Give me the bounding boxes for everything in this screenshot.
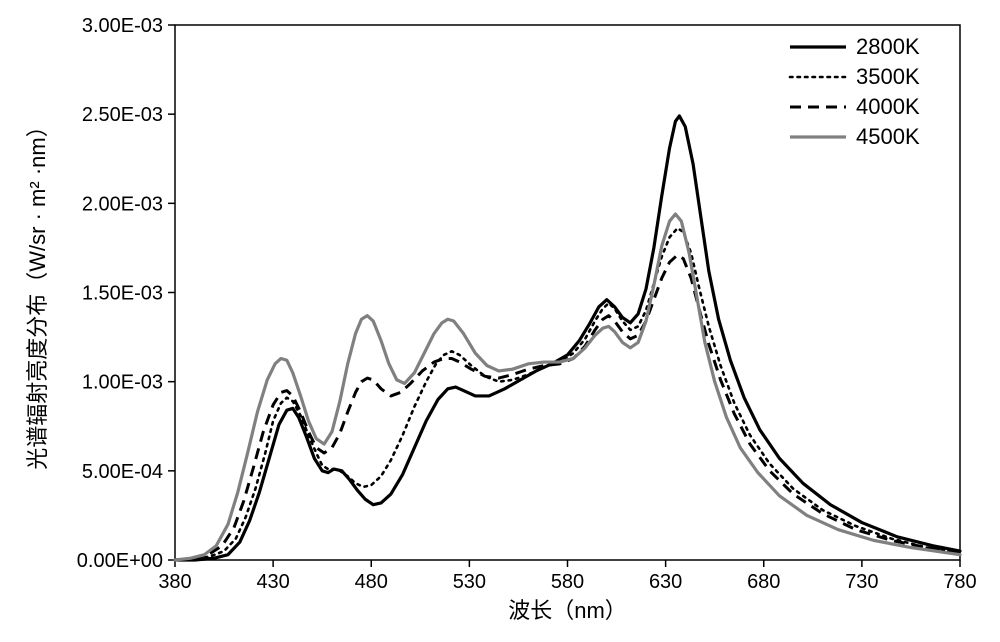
x-tick-label: 680 bbox=[747, 571, 780, 593]
spectral-radiance-chart: 380 430 480 530 580 630 680 730 780 0.00E+00 5.00E… bbox=[0, 0, 1000, 642]
x-tick-label: 430 bbox=[256, 571, 289, 593]
y-tick-label: 3.00E-03 bbox=[82, 15, 163, 37]
x-tick-label: 530 bbox=[453, 571, 486, 593]
x-tick-label: 380 bbox=[158, 571, 191, 593]
x-tick-label: 780 bbox=[943, 571, 976, 593]
y-axis-label: 光谱辐射亮度分布（W/sr · m² ·nm） bbox=[25, 115, 50, 469]
y-tick-label: 1.00E-03 bbox=[82, 372, 163, 394]
x-tick-label: 730 bbox=[845, 571, 878, 593]
legend-label: 4000K bbox=[856, 94, 920, 119]
y-tick-label: 2.00E-03 bbox=[82, 193, 163, 215]
y-tick-label: 5.00E-04 bbox=[82, 461, 163, 483]
y-tick-label: 0.00E+00 bbox=[77, 550, 163, 572]
legend-label: 4500K bbox=[856, 124, 920, 149]
legend-label: 3500K bbox=[856, 64, 920, 89]
x-tick-label: 480 bbox=[355, 571, 388, 593]
x-axis-label: 波长（nm） bbox=[508, 598, 627, 623]
y-tick-label: 2.50E-03 bbox=[82, 104, 163, 126]
x-tick-label: 630 bbox=[649, 571, 682, 593]
x-tick-label: 580 bbox=[551, 571, 584, 593]
y-tick-label: 1.50E-03 bbox=[82, 283, 163, 305]
legend-label: 2800K bbox=[856, 34, 920, 59]
